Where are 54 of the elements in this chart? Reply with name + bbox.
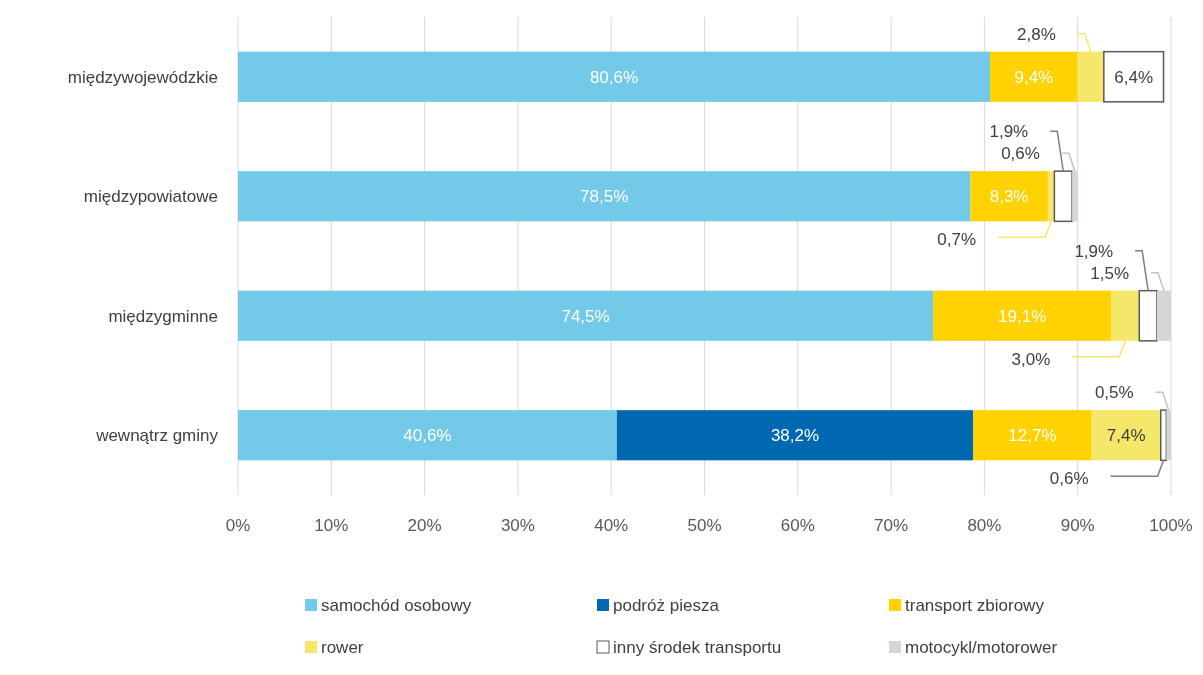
data-label: 7,4% [1106, 426, 1146, 446]
x-tick-label: 70% [874, 515, 909, 535]
data-label: 2,8% [1017, 24, 1056, 44]
bar [990, 51, 1078, 102]
x-tick-label: 10% [314, 515, 349, 535]
bar [1103, 50, 1165, 103]
x-tick-label: 50% [687, 515, 722, 535]
data-label: 0,7% [937, 230, 977, 250]
legend-label: podróż piesza [613, 595, 720, 615]
data-label: 1,5% [1090, 263, 1129, 283]
bar [1091, 410, 1161, 461]
legend-label: rower [321, 637, 364, 657]
y-tick-label: wewnątrz gminy [95, 426, 219, 446]
bar [933, 290, 1112, 341]
x-tick-label: 90% [1060, 515, 1095, 535]
data-label: 6,4% [1114, 67, 1154, 87]
bar [238, 171, 971, 222]
bar [616, 410, 974, 461]
legend-label: transport zbiorowy [905, 595, 1045, 615]
y-tick-label: międzypowiatowe [83, 187, 218, 207]
data-label: 40,6% [403, 426, 452, 446]
data-label: 38,2% [770, 426, 820, 446]
data-label: 8,3% [989, 187, 1029, 207]
x-tick-label: 0% [225, 515, 251, 535]
legend-label: inny środek transportu [613, 637, 782, 657]
x-tick-label: 80% [967, 515, 1002, 535]
bar [238, 290, 934, 341]
data-label: 80,6% [589, 67, 639, 87]
data-label: 1,9% [989, 122, 1029, 142]
data-label: 3,0% [1011, 349, 1051, 369]
data-label: 0,6% [1049, 469, 1089, 489]
x-tick-label: 100% [1149, 515, 1193, 535]
bar [970, 171, 1048, 222]
bar [1053, 170, 1073, 223]
legend-label: samochód osobowy [321, 595, 472, 615]
x-tick-label: 30% [500, 515, 535, 535]
data-label: 0,5% [1094, 383, 1134, 403]
bar [973, 410, 1092, 461]
x-tick-label: 20% [407, 515, 442, 535]
x-tick-label: 40% [594, 515, 629, 535]
x-tick-label: 60% [780, 515, 815, 535]
data-label: 19,1% [998, 306, 1047, 326]
y-tick-label: międzygminne [108, 306, 218, 326]
data-label: 78,5% [580, 187, 629, 207]
data-label: 9,4% [1014, 67, 1054, 87]
bar [1138, 289, 1158, 342]
data-label: 1,9% [1074, 241, 1114, 261]
y-tick-label: międzywojewódzkie [67, 67, 218, 87]
bar [238, 51, 990, 102]
data-label: 0,6% [1001, 144, 1040, 164]
bar [238, 410, 617, 461]
data-label: 74,5% [561, 306, 610, 326]
legend-label: motocykl/motorower [905, 637, 1058, 657]
data-label: 12,7% [1008, 426, 1057, 446]
